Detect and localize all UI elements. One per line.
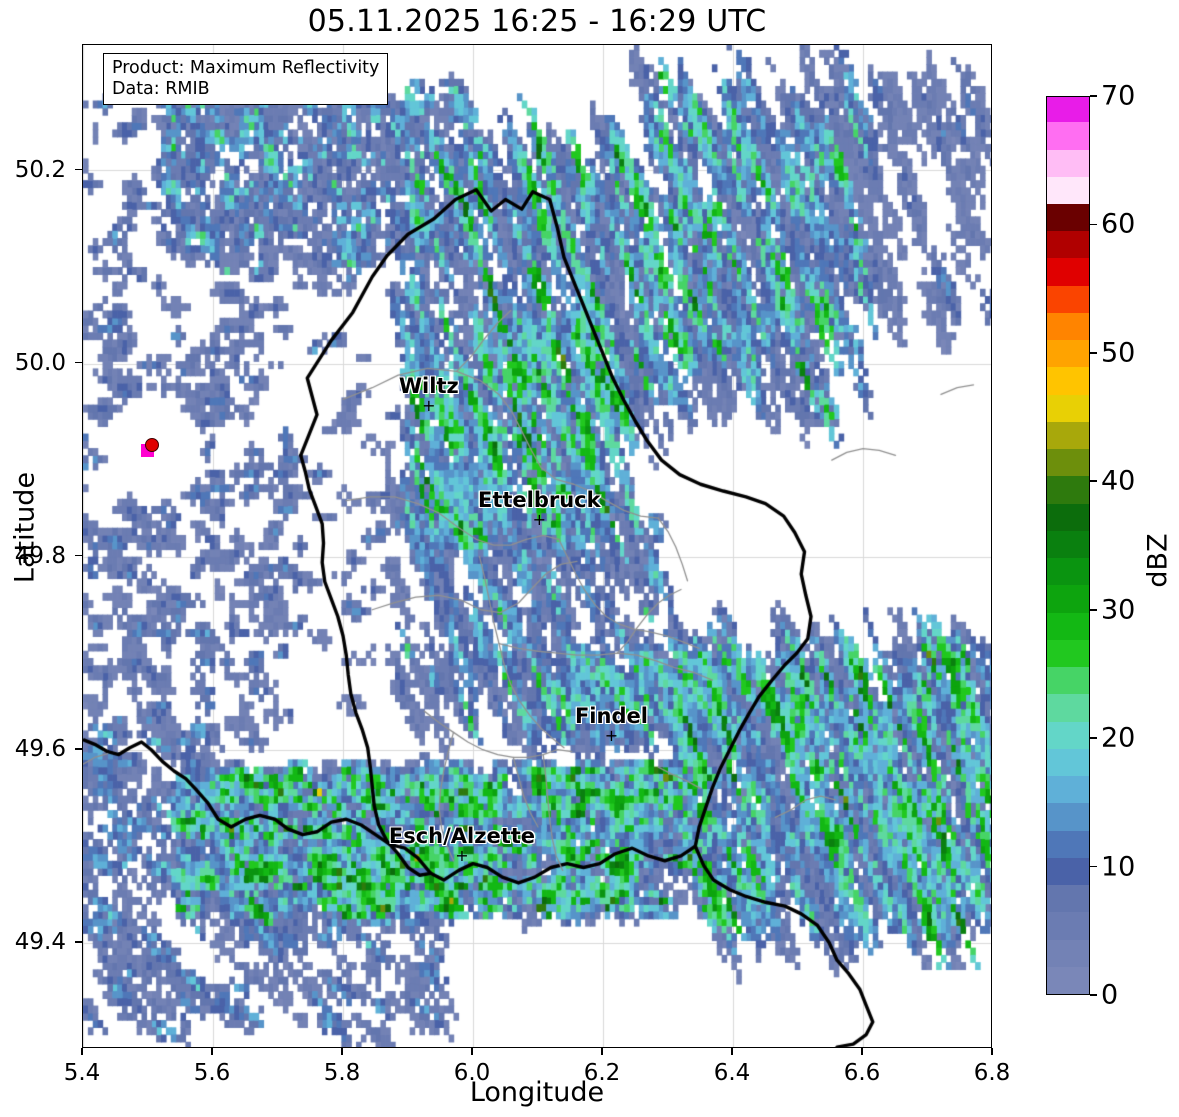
colorbar-tick-label: 20 xyxy=(1101,722,1136,754)
colorbar-band xyxy=(1047,884,1089,913)
colorbar-tick-label: 60 xyxy=(1101,208,1136,240)
colorbar xyxy=(1046,96,1090,995)
colorbar-tick xyxy=(1090,352,1097,354)
x-tick-label: 5.4 xyxy=(63,1060,101,1086)
colorbar-band xyxy=(1047,829,1089,858)
colorbar-band xyxy=(1047,176,1089,204)
colorbar-tick xyxy=(1090,865,1097,868)
x-tick-label: 6.2 xyxy=(583,1060,621,1086)
colorbar-band xyxy=(1047,339,1089,368)
x-tick-label: 6.0 xyxy=(453,1060,491,1086)
colorbar-tick-label: 50 xyxy=(1101,337,1136,369)
colorbar-band xyxy=(1047,230,1089,259)
product-line: Product: Maximum Reflectivity xyxy=(112,58,380,78)
colorbar-band xyxy=(1047,612,1089,640)
x-tick-label: 6.6 xyxy=(843,1060,881,1086)
colorbar-band xyxy=(1047,312,1089,341)
colorbar-band xyxy=(1047,530,1089,559)
x-tick-mark xyxy=(861,1048,863,1055)
colorbar-band xyxy=(1047,285,1089,313)
x-tick-label: 5.6 xyxy=(193,1060,231,1086)
y-tick-mark xyxy=(75,361,82,364)
x-tick-mark xyxy=(991,1048,993,1055)
colorbar-band xyxy=(1047,421,1089,450)
colorbar-band xyxy=(1047,693,1089,722)
y-tick-label: 50.2 xyxy=(14,156,66,183)
y-tick-label: 49.4 xyxy=(14,928,66,955)
y-axis-label: Latitude xyxy=(9,471,41,584)
colorbar-tick-label: 40 xyxy=(1101,465,1136,497)
y-tick-mark xyxy=(75,747,82,750)
colorbar-band xyxy=(1047,97,1089,123)
colorbar-band xyxy=(1047,257,1089,286)
x-tick-label: 6.8 xyxy=(973,1060,1011,1086)
colorbar-band xyxy=(1047,721,1089,749)
x-tick-label: 6.4 xyxy=(713,1060,751,1086)
colorbar-band xyxy=(1047,966,1089,994)
x-tick-mark xyxy=(341,1048,343,1055)
colorbar-tick xyxy=(1090,994,1097,996)
y-tick-label: 49.8 xyxy=(14,542,66,569)
y-tick-mark xyxy=(75,941,82,943)
x-axis-label: Longitude xyxy=(469,1077,605,1108)
colorbar-tick-label: 30 xyxy=(1101,594,1136,626)
colorbar-band xyxy=(1047,748,1089,777)
colorbar-band xyxy=(1047,448,1089,477)
colorbar-tick xyxy=(1090,737,1097,739)
colorbar-tick xyxy=(1090,608,1097,611)
radar-reflectivity-canvas xyxy=(83,45,991,1047)
colorbar-band xyxy=(1047,148,1089,177)
colorbar-band xyxy=(1047,366,1089,395)
y-tick-label: 49.6 xyxy=(14,735,66,762)
colorbar-band xyxy=(1047,857,1089,886)
colorbar-tick xyxy=(1090,480,1097,483)
product-info-box: Product: Maximum Reflectivity Data: RMIB xyxy=(103,53,389,106)
radar-site-dot xyxy=(145,437,160,452)
x-tick-label: 5.8 xyxy=(323,1060,361,1086)
colorbar-tick-label: 0 xyxy=(1101,979,1119,1011)
y-tick-mark xyxy=(75,554,82,557)
figure-title: 05.11.2025 16:25 - 16:29 UTC xyxy=(307,4,767,39)
colorbar-band xyxy=(1047,666,1089,695)
colorbar-tick-label: 10 xyxy=(1101,851,1136,883)
colorbar-band xyxy=(1047,394,1089,422)
colorbar-band xyxy=(1047,557,1089,586)
colorbar-band xyxy=(1047,775,1089,804)
colorbar-band xyxy=(1047,503,1089,531)
colorbar-tick xyxy=(1090,223,1097,226)
colorbar-band xyxy=(1047,121,1089,150)
colorbar-band xyxy=(1047,911,1089,940)
colorbar-tick-label: 70 xyxy=(1101,80,1136,112)
map-plot-area[interactable]: Product: Maximum Reflectivity Data: RMIB… xyxy=(82,44,992,1048)
colorbar-tick xyxy=(1090,95,1097,97)
colorbar-band xyxy=(1047,639,1089,668)
colorbar-band xyxy=(1047,802,1089,831)
x-tick-mark xyxy=(211,1048,213,1055)
colorbar-band xyxy=(1047,938,1089,967)
x-tick-mark xyxy=(601,1048,603,1055)
x-tick-mark xyxy=(731,1048,733,1055)
colorbar-band xyxy=(1047,584,1089,613)
x-tick-mark xyxy=(471,1048,473,1055)
y-tick-mark xyxy=(75,168,82,171)
radar-site-marker xyxy=(140,437,162,459)
y-tick-label: 50.0 xyxy=(14,349,66,376)
colorbar-band xyxy=(1047,475,1089,504)
colorbar-band xyxy=(1047,203,1089,232)
x-tick-mark xyxy=(81,1048,83,1055)
colorbar-title: dBZ xyxy=(1142,533,1174,588)
data-source-line: Data: RMIB xyxy=(112,78,210,99)
